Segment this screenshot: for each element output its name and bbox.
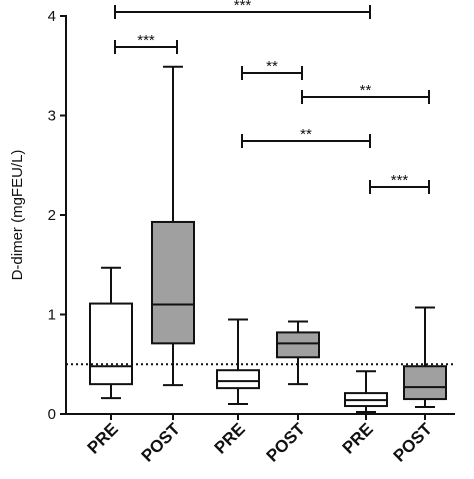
- y-tick-label: 2: [48, 207, 56, 224]
- y-axis-label: D-dimer (mgFEU/L): [9, 150, 26, 281]
- box: [403, 365, 447, 401]
- x-tick-label: POST: [138, 419, 185, 466]
- significance-label: ***: [137, 32, 155, 49]
- box: [151, 220, 195, 345]
- box: [216, 369, 260, 390]
- x-tick-label: PRE: [84, 419, 122, 457]
- significance-label: ***: [391, 172, 409, 189]
- significance-label: **: [266, 58, 278, 75]
- y-tick-label: 3: [48, 108, 56, 125]
- x-tick-label: POST: [263, 419, 310, 466]
- box: [89, 302, 133, 386]
- x-tick-label: POST: [390, 419, 437, 466]
- significance-label: **: [300, 126, 312, 143]
- box: [276, 331, 320, 359]
- significance-label: ***: [234, 0, 252, 14]
- y-tick-label: 1: [48, 307, 56, 324]
- x-tick-label: PRE: [211, 419, 249, 457]
- y-tick-label: 4: [48, 8, 56, 25]
- y-tick-label: 0: [48, 406, 56, 423]
- x-tick-label: PRE: [339, 419, 377, 457]
- significance-label: **: [360, 82, 372, 99]
